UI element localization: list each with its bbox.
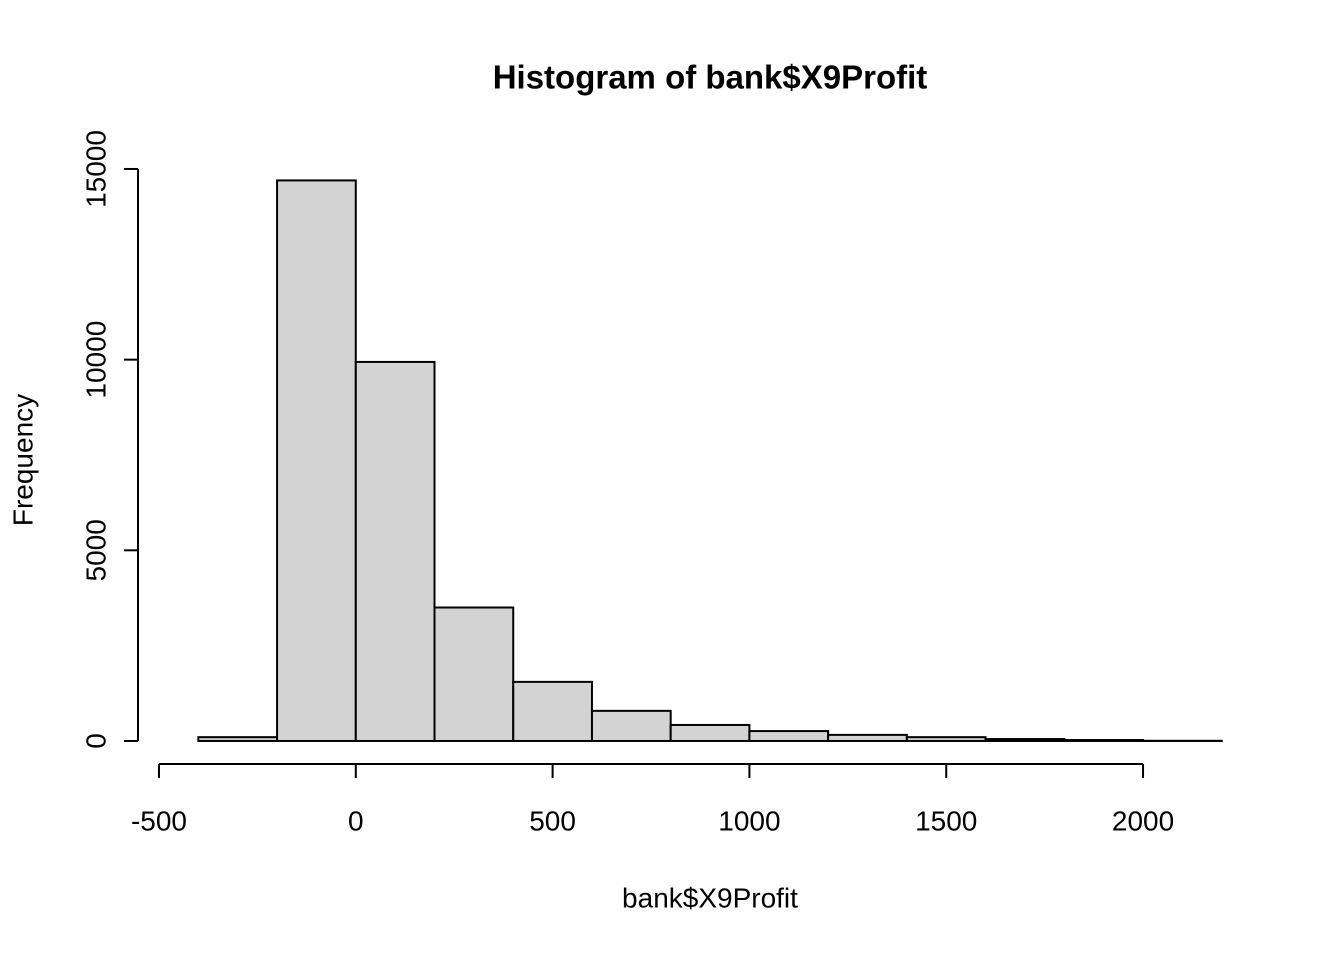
- bar: [1063, 739, 1145, 742]
- chart-title: Histogram of bank$X9Profit: [493, 59, 928, 96]
- bar: [433, 606, 515, 742]
- bar: [512, 680, 593, 742]
- y-axis-label: Frequency: [7, 394, 38, 526]
- bar: [276, 179, 357, 742]
- x-tick-label: -500: [131, 805, 187, 836]
- y-tick-label: 15000: [80, 130, 111, 208]
- bar: [748, 730, 830, 742]
- x-tick-label: 500: [529, 805, 576, 836]
- x-tick-label: 1500: [915, 805, 977, 836]
- bar: [197, 736, 279, 742]
- x-axis-label: bank$X9Profit: [622, 882, 798, 913]
- bar: [354, 360, 436, 742]
- bar: [590, 709, 672, 742]
- bar: [905, 736, 987, 742]
- x-tick-label: 0: [348, 805, 364, 836]
- x-tick-label: 2000: [1112, 805, 1174, 836]
- y-tick-label: 10000: [80, 321, 111, 399]
- bar: [827, 733, 908, 742]
- x-tick-label: 1000: [718, 805, 780, 836]
- y-tick-label: 5000: [80, 519, 111, 581]
- bar: [669, 723, 751, 742]
- y-tick-label: 0: [80, 733, 111, 749]
- bar: [984, 738, 1066, 742]
